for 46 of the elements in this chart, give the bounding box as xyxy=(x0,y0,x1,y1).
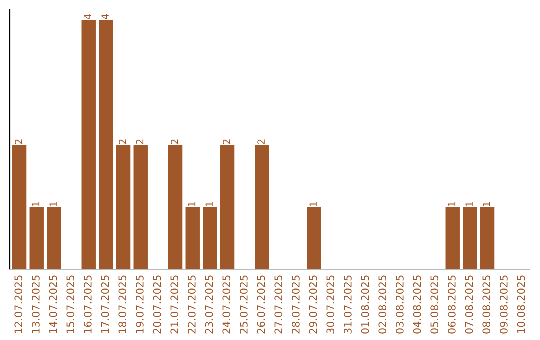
x-tick-label: 28.07.2025 xyxy=(292,276,300,334)
x-tick-label: 14.07.2025 xyxy=(49,276,58,334)
data-label: 1 xyxy=(32,202,40,206)
data-label: 4 xyxy=(102,14,109,20)
x-tick-label: 08.08.2025 xyxy=(482,276,491,334)
data-label: 1 xyxy=(483,202,490,206)
x-tick-label: 13.07.2025 xyxy=(32,276,40,334)
x-tick-label: 07.08.2025 xyxy=(465,276,474,334)
x-tick-label: 26.07.2025 xyxy=(257,276,266,334)
x-tick-label: 18.07.2025 xyxy=(118,276,127,334)
data-label: 1 xyxy=(206,202,213,206)
x-tick-label: 24.07.2025 xyxy=(222,276,231,334)
x-tick-label: 10.08.2025 xyxy=(517,276,526,334)
x-tick-label: 22.07.2025 xyxy=(188,276,196,334)
x-tick-label: 20.07.2025 xyxy=(153,276,162,334)
x-tick-label: 27.07.2025 xyxy=(274,276,283,334)
x-tick-label: 04.08.2025 xyxy=(413,276,422,334)
x-tick-label: 16.07.2025 xyxy=(84,276,92,334)
data-label: 2 xyxy=(136,140,144,144)
x-tick-label: 05.08.2025 xyxy=(430,276,439,334)
x-tick-label: 31.07.2025 xyxy=(344,276,352,334)
x-tick-label: 21.07.2025 xyxy=(170,276,179,334)
x-tick-label: 02.08.2025 xyxy=(378,276,387,334)
x-tick-label: 01.08.2025 xyxy=(361,276,370,334)
x-tick-label: 03.08.2025 xyxy=(396,276,404,334)
data-label: 2 xyxy=(258,140,265,144)
data-label: 2 xyxy=(223,140,230,144)
data-label: 2 xyxy=(171,140,178,144)
x-tick-label: 06.08.2025 xyxy=(448,276,456,334)
data-label: 1 xyxy=(448,202,456,206)
x-tick-label: 12.07.2025 xyxy=(14,276,23,334)
data-label: 1 xyxy=(188,202,196,206)
data-label: 1 xyxy=(50,202,57,206)
x-tick-label: 30.07.2025 xyxy=(326,276,335,334)
x-tick-label: 25.07.2025 xyxy=(240,276,248,334)
x-tick-label: 29.07.2025 xyxy=(309,276,318,334)
x-tick-label: 23.07.2025 xyxy=(205,276,214,334)
x-tick-label: 15.07.2025 xyxy=(66,276,75,334)
x-tick-label: 17.07.2025 xyxy=(101,276,110,334)
x-tick-label: 09.08.2025 xyxy=(500,276,508,334)
x-tick-label: 19.07.2025 xyxy=(136,276,144,334)
data-label: 2 xyxy=(15,140,22,144)
data-label: 4 xyxy=(84,14,92,20)
data-label: 1 xyxy=(310,202,317,206)
data-label: 1 xyxy=(466,202,473,206)
data-label: 2 xyxy=(119,140,126,144)
